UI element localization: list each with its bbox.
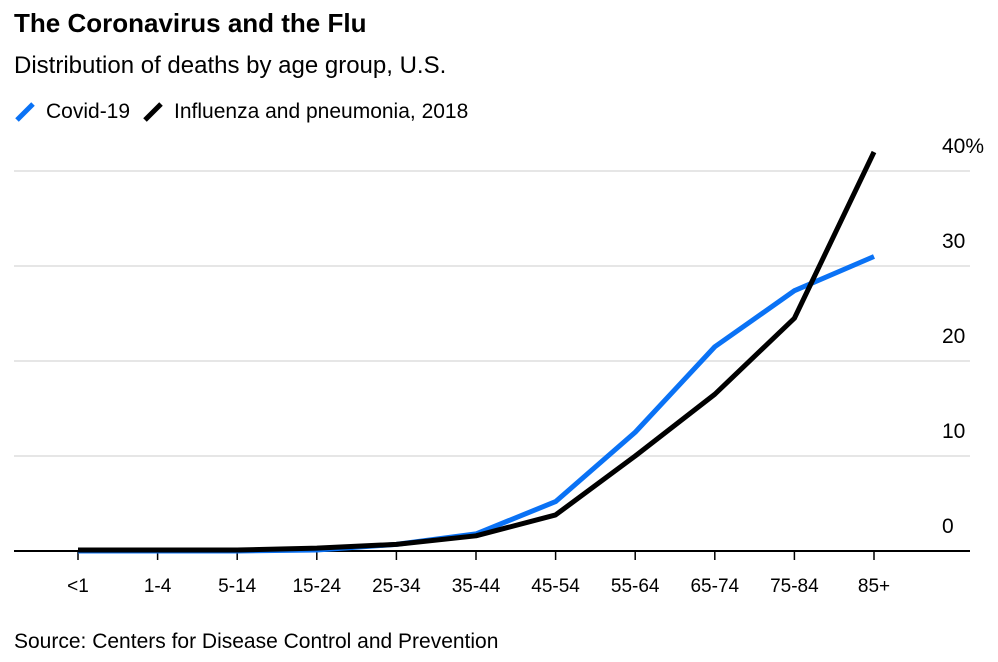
x-tick-label: 55-64 [611,576,660,597]
x-tick-label: <1 [67,576,89,597]
x-tick-label: 45-54 [531,576,580,597]
legend-swatch-flu [143,102,163,122]
legend-item-covid: Covid-19 [14,100,130,124]
y-tick-label: 0 [942,515,954,538]
x-tick-label: 5-14 [218,576,256,597]
legend-label-flu: Influenza and pneumonia, 2018 [174,100,469,123]
x-tick-label: 85+ [858,576,890,597]
series-line-covid [78,254,875,554]
legend-label-covid: Covid-19 [46,100,131,123]
legend-item-flu: Influenza and pneumonia, 2018 [142,100,468,124]
y-tick-label: 30 [942,230,965,253]
chart-title: The Coronavirus and the Flu [14,8,367,38]
y-tick-label: 10 [942,420,965,443]
x-tick-label: 1-4 [144,576,172,597]
x-tick-label: 15-24 [292,576,341,597]
series-line-flu [78,150,877,553]
chart-subtitle: Distribution of deaths by age group, U.S… [14,52,447,79]
source-note: Source: Centers for Disease Control and … [14,630,499,653]
x-tick-label: 75-84 [770,576,819,597]
y-tick-label: 40% [942,135,984,158]
legend-swatch-covid [15,102,35,122]
y-tick-label: 20 [942,325,965,348]
legend: Covid-19 Influenza and pneumonia, 2018 [14,100,480,124]
x-tick-label: 35-44 [452,576,501,597]
x-tick-label: 25-34 [372,576,421,597]
x-tick-label: 65-74 [690,576,739,597]
